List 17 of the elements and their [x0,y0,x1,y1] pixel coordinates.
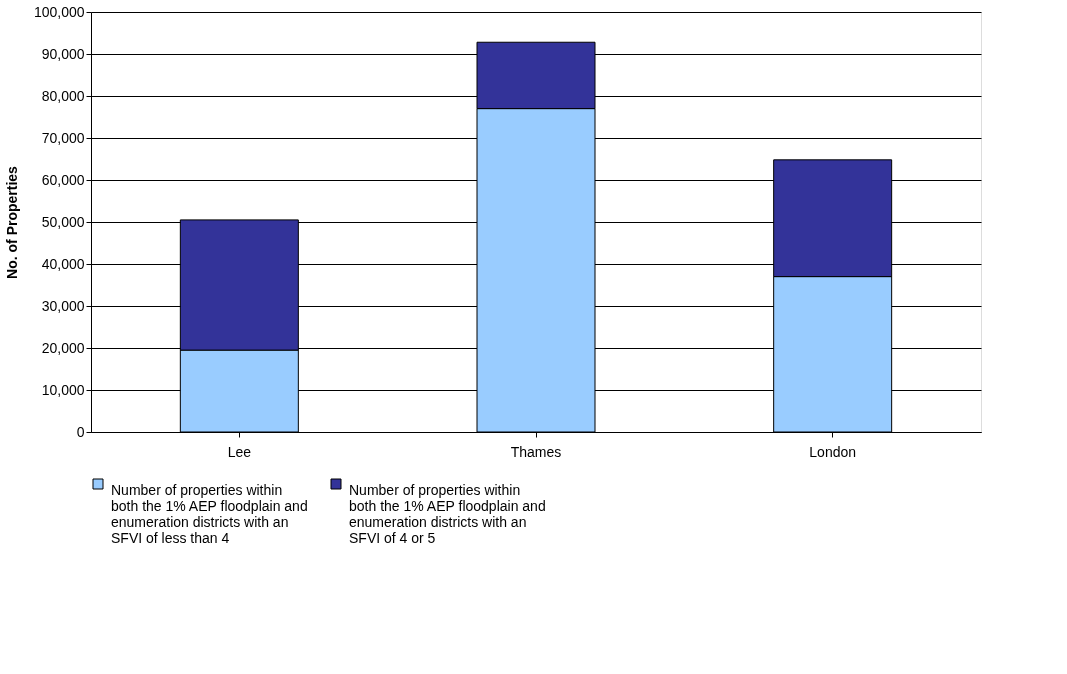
legend-label: Number of properties within both the 1% AEP floodplain and enumeration districts with an SFVI of less than 4 [111,482,308,546]
y-tick-label: 90,000 [41,45,85,62]
x-tick-label: Thames [510,443,562,460]
y-tick-label: 80,000 [41,87,85,104]
y-tick-label: 100,000 [33,3,85,20]
legend-label: Number of properties within both the 1% AEP floodplain and enumeration districts with an SFVI of 4 or 5 [349,482,546,546]
y-tick-label: 40,000 [41,255,85,272]
y-tick-label: 20,000 [41,339,85,356]
y-tick-label: 70,000 [41,129,85,146]
x-tick-label: Lee [227,443,252,460]
x-tick-label: London [809,443,857,460]
y-tick-label: 60,000 [41,171,85,188]
y-tick-label: 0 [76,423,85,440]
y-tick-label: 50,000 [41,213,85,230]
y-tick-label: 30,000 [41,297,85,314]
y-tick-label: 10,000 [41,381,85,398]
y-axis-title: No. of Properties [3,165,20,279]
